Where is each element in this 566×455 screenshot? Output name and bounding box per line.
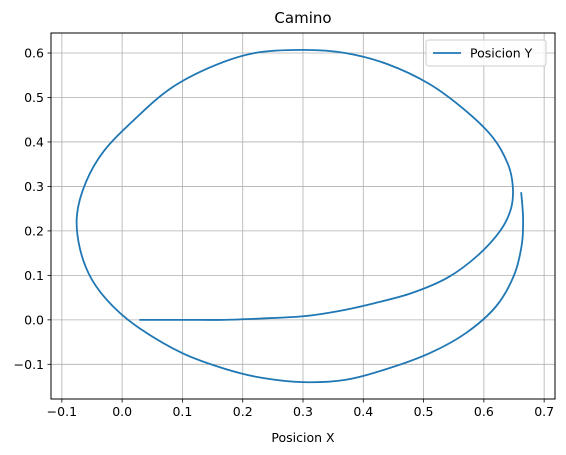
- y-tick-label: 0.1: [24, 268, 44, 283]
- y-axis: −0.1 0.0 0.1 0.2 0.3 0.4 0.5 0.6: [14, 46, 51, 372]
- y-tick-label: 0.5: [24, 90, 44, 105]
- x-tick-label: 0.4: [353, 404, 373, 419]
- y-tick-label: 0.0: [24, 312, 44, 327]
- x-tick-label: 0.3: [293, 404, 313, 419]
- legend: Posicion Y: [426, 40, 546, 66]
- chart-title: Camino: [274, 9, 331, 27]
- x-tick-label: 0.6: [474, 404, 494, 419]
- x-tick-label: 0.2: [233, 404, 253, 419]
- y-tick-label: −0.1: [14, 357, 44, 372]
- series-line-0: [77, 50, 524, 382]
- grid: [51, 33, 555, 399]
- y-tick-label: 0.3: [24, 179, 44, 194]
- x-tick-label: −0.1: [47, 404, 77, 419]
- x-tick-label: 0.7: [534, 404, 554, 419]
- legend-label-posicion-y: Posicion Y: [470, 46, 533, 61]
- x-axis-label: Posicion X: [271, 430, 335, 445]
- x-tick-label: 0.1: [172, 404, 192, 419]
- series-layer: [77, 50, 524, 382]
- y-tick-label: 0.6: [24, 46, 44, 61]
- y-tick-label: 0.2: [24, 223, 44, 238]
- x-tick-label: 0.0: [112, 404, 132, 419]
- x-axis: −0.1 0.0 0.1 0.2 0.3 0.4 0.5 0.6 0.7: [47, 399, 554, 419]
- y-tick-label: 0.4: [24, 134, 44, 149]
- x-tick-label: 0.5: [414, 404, 434, 419]
